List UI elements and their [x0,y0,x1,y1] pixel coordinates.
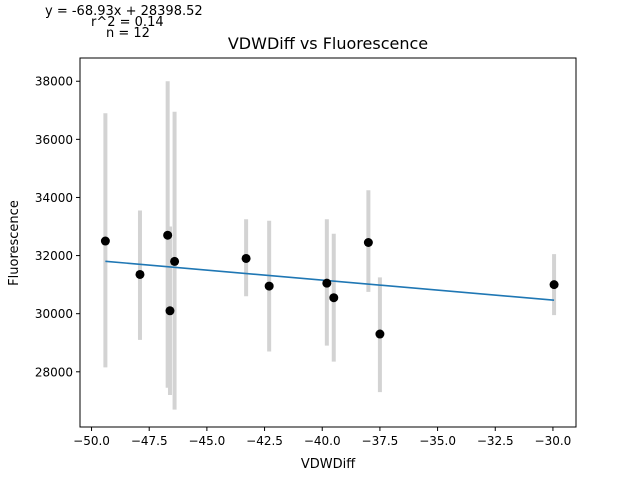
sample-size-label: n = 12 [106,26,150,41]
y-axis-label: Fluorescence [7,200,22,286]
chart-title: VDWDiff vs Fluorescence [228,34,428,53]
x-tick-label: −40.0 [304,434,341,448]
x-tick-label: −42.5 [246,434,283,448]
data-point [375,329,385,339]
data-point [170,256,180,266]
x-tick-label: −37.5 [362,434,399,448]
x-axis-ticks: −50.0 −47.5 −45.0 −42.5 −40.0 −37.5 −35.0 −32.5… [73,427,571,448]
data-point [241,253,251,263]
y-tick-label: 34000 [35,191,73,205]
data-point [549,280,559,290]
x-tick-label: −35.0 [419,434,456,448]
r-squared-label: r^2 = 0.14 [91,15,164,30]
x-tick-label: −32.5 [477,434,514,448]
data-point [322,278,332,288]
x-tick-label: −45.0 [188,434,225,448]
y-tick-label: 38000 [35,75,73,89]
x-tick-label: −47.5 [131,434,168,448]
data-point [363,238,373,247]
x-tick-label: −30.0 [535,434,572,448]
data-point [100,236,110,246]
y-axis-ticks: 28000 30000 32000 34000 36000 38000 [35,75,80,379]
data-point [163,230,173,240]
data-points-group [100,230,559,339]
error-bars-group [103,81,557,410]
y-tick-label: 32000 [35,249,73,263]
plot-frame [79,57,577,428]
x-tick-label: −50.0 [73,434,110,448]
data-point [165,306,175,316]
data-point [264,281,274,291]
y-tick-label: 30000 [35,307,73,321]
data-point [135,269,145,279]
x-axis-label: VDWDiff [301,457,356,472]
y-tick-label: 28000 [35,365,73,379]
regression-equation: y = -68.93x + 28398.52 [45,4,203,19]
y-tick-label: 36000 [35,133,73,147]
data-point [329,293,339,303]
